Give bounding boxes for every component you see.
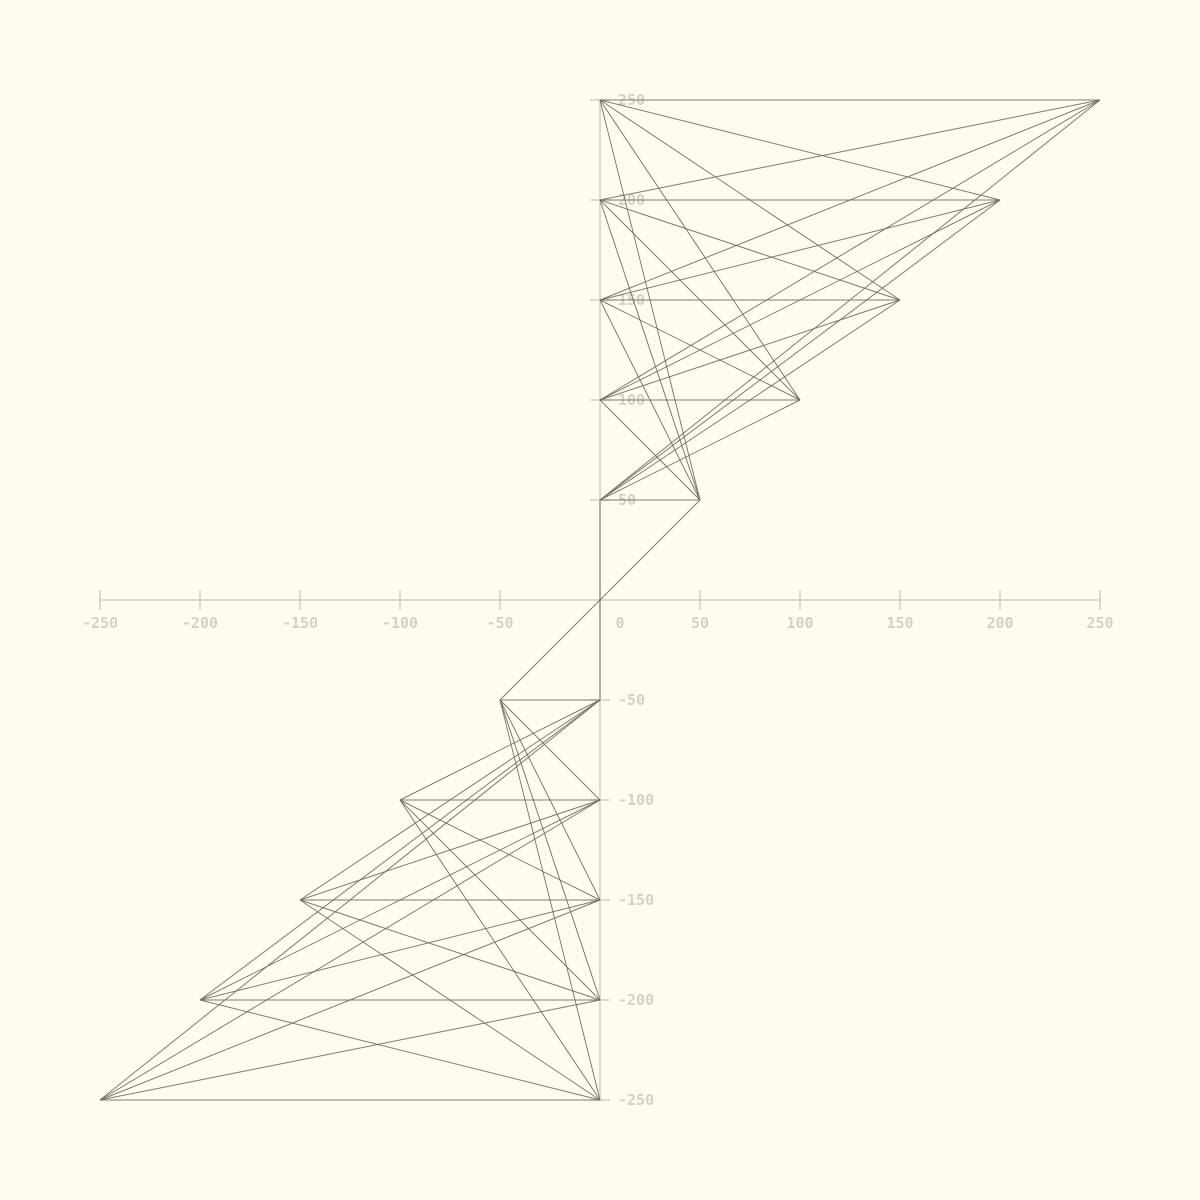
axes: -250 -200 -150 -100 -50 0 50 100 150 200 250 -250-… bbox=[82, 91, 1114, 1109]
x-tick-label: 250 bbox=[1086, 614, 1113, 632]
network-edge bbox=[499, 699, 601, 1101]
y-tick-label: -100 bbox=[618, 791, 654, 809]
x-tick-label: 100 bbox=[786, 614, 813, 632]
x-tick-label: 50 bbox=[691, 614, 709, 632]
network-edge bbox=[599, 99, 1101, 301]
network-edge bbox=[599, 199, 1001, 501]
network-edge bbox=[599, 399, 801, 501]
y-tick-label: -200 bbox=[618, 991, 654, 1009]
network-edge bbox=[599, 199, 901, 301]
x-axis-ticks: -250 -200 -150 -100 -50 0 50 100 150 200 250 bbox=[82, 590, 1114, 632]
network-edge bbox=[599, 199, 1001, 301]
network-edge bbox=[199, 899, 601, 1001]
network-edge bbox=[99, 799, 601, 1101]
network-edge bbox=[599, 99, 801, 401]
x-tick-label: 150 bbox=[886, 614, 913, 632]
x-tick-label: -200 bbox=[182, 614, 218, 632]
network-edge bbox=[599, 99, 1001, 201]
network-edge bbox=[599, 99, 1101, 501]
network-edge bbox=[599, 299, 901, 401]
network-edges bbox=[99, 99, 1101, 1101]
y-tick-label: -150 bbox=[618, 891, 654, 909]
network-edge bbox=[599, 99, 1101, 201]
y-tick-label: -250 bbox=[618, 1091, 654, 1109]
network-edge bbox=[399, 699, 601, 801]
network-edge bbox=[199, 699, 601, 1001]
network-edge bbox=[299, 899, 601, 1001]
network-edge bbox=[499, 699, 601, 901]
network-edge bbox=[499, 499, 701, 701]
y-tick-label: -50 bbox=[618, 691, 645, 709]
network-edge bbox=[499, 699, 601, 801]
network-edge bbox=[199, 999, 601, 1101]
x-tick-label: 200 bbox=[986, 614, 1013, 632]
x-tick-label: -250 bbox=[82, 614, 118, 632]
network-edge bbox=[299, 899, 601, 1101]
x-tick-label: -100 bbox=[382, 614, 418, 632]
network-edge bbox=[99, 999, 601, 1101]
x-tick-label: -50 bbox=[486, 614, 513, 632]
network-edge bbox=[399, 799, 601, 1101]
network-edge bbox=[599, 99, 1101, 401]
network-edge bbox=[599, 299, 901, 501]
network-edge bbox=[599, 199, 701, 501]
network-edge bbox=[499, 699, 601, 1001]
network-edge bbox=[399, 799, 601, 901]
x-tick-label: 0 bbox=[615, 614, 624, 632]
x-tick-label: -150 bbox=[282, 614, 318, 632]
network-edge bbox=[599, 399, 701, 501]
